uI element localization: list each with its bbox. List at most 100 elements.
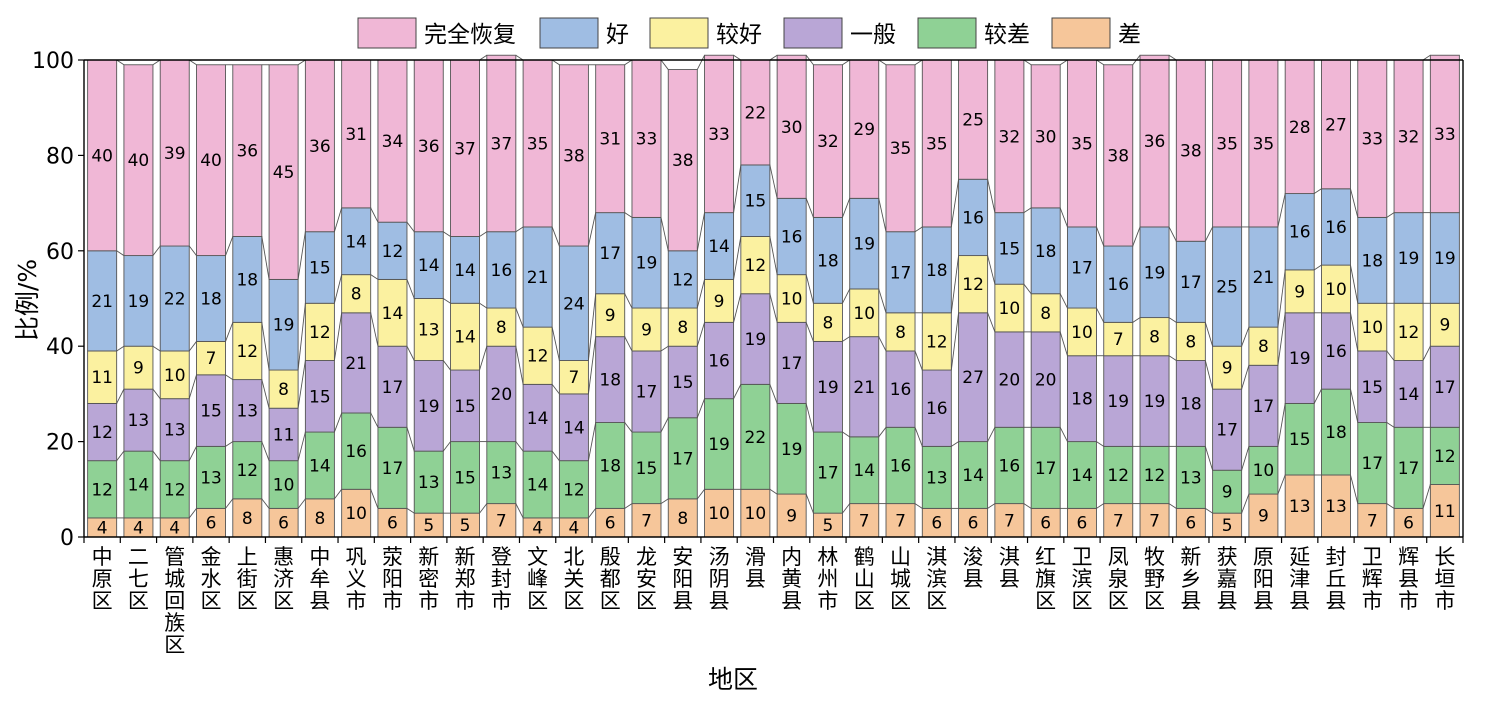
bar-segment bbox=[595, 336, 626, 423]
bar-segment bbox=[1066, 307, 1097, 357]
x-tick-label: 卫辉市 bbox=[1362, 545, 1383, 613]
bar-segment bbox=[304, 231, 335, 304]
connector-line bbox=[1059, 331, 1068, 356]
bar-segment bbox=[631, 307, 662, 352]
data-label: 25 bbox=[1216, 278, 1238, 298]
legend: 完全恢复 好 较好 一般 较差 差 bbox=[357, 17, 1141, 49]
bar-segment bbox=[1284, 269, 1315, 314]
data-label: 36 bbox=[309, 137, 331, 157]
bar-segment bbox=[377, 426, 408, 509]
bar-segment bbox=[1393, 212, 1424, 304]
x-tick-label: 荥阳市 bbox=[382, 545, 403, 613]
data-label: 15 bbox=[745, 192, 767, 212]
bar-segment bbox=[1248, 493, 1279, 538]
bar-segment bbox=[377, 345, 408, 428]
bar-segment bbox=[812, 64, 843, 218]
connector-line bbox=[479, 302, 488, 309]
bar-segment bbox=[522, 326, 553, 385]
data-label: 12 bbox=[1398, 323, 1420, 343]
bar-segment bbox=[1175, 360, 1206, 447]
data-label: 12 bbox=[382, 242, 404, 262]
data-label: 17 bbox=[636, 383, 658, 403]
legend-label: 一般 bbox=[850, 22, 896, 48]
bar-segment bbox=[450, 441, 480, 514]
connector-line bbox=[1059, 207, 1068, 228]
connector-line bbox=[442, 360, 451, 371]
bar-segment bbox=[1103, 245, 1134, 323]
connector-line bbox=[1277, 269, 1286, 328]
bar-segment bbox=[776, 54, 807, 199]
bar-segment bbox=[812, 431, 843, 514]
data-label: 12 bbox=[1107, 466, 1129, 486]
connector-line bbox=[805, 322, 814, 342]
bar-segment bbox=[304, 498, 335, 538]
bar-segment bbox=[921, 226, 952, 314]
data-label: 14 bbox=[382, 304, 404, 324]
x-tick-label: 金水区 bbox=[201, 545, 222, 613]
connector-line bbox=[1096, 441, 1104, 447]
data-label: 12 bbox=[236, 461, 258, 481]
bar-segment bbox=[1175, 321, 1206, 361]
data-label: 40 bbox=[128, 151, 150, 171]
bar-segment bbox=[631, 216, 662, 309]
bar-segment bbox=[450, 59, 480, 237]
connector-line bbox=[1168, 317, 1177, 323]
connector-line bbox=[443, 298, 451, 304]
connector-line bbox=[1277, 312, 1286, 366]
bar-segment bbox=[849, 288, 880, 338]
connector-line bbox=[624, 503, 633, 509]
legend-swatch bbox=[1051, 17, 1111, 49]
x-category-labels: 中原区二七区管城回族区金水区上街区惠济区中牟县巩义市荥阳市新密市新郑市登封市文峰… bbox=[92, 545, 1456, 657]
data-label: 36 bbox=[418, 137, 440, 157]
data-label: 19 bbox=[708, 435, 730, 455]
bar-segment bbox=[1066, 507, 1097, 538]
connector-line bbox=[987, 503, 996, 509]
data-label: 21 bbox=[91, 292, 113, 312]
bar-segment bbox=[776, 321, 807, 404]
legend-swatch bbox=[917, 17, 977, 49]
data-label: 7 bbox=[568, 368, 579, 388]
data-label: 7 bbox=[1113, 511, 1124, 531]
bar-segment bbox=[377, 59, 408, 223]
bar-segment bbox=[196, 255, 226, 342]
bar-segment bbox=[740, 236, 771, 295]
data-label: 35 bbox=[926, 134, 948, 154]
data-label: 19 bbox=[781, 440, 803, 460]
data-label: 13 bbox=[128, 411, 150, 431]
data-label: 16 bbox=[890, 380, 912, 400]
data-label: 13 bbox=[418, 321, 440, 341]
bar-segment bbox=[232, 64, 263, 237]
bar-segment bbox=[341, 412, 372, 490]
data-label: 7 bbox=[859, 511, 870, 531]
data-label: 22 bbox=[745, 103, 767, 123]
x-tick-label: 淇滨区 bbox=[926, 545, 947, 613]
connector-line bbox=[1023, 283, 1032, 295]
data-label: 31 bbox=[599, 130, 621, 150]
connector-line bbox=[733, 54, 742, 61]
data-label: 19 bbox=[636, 254, 658, 274]
bar-segment bbox=[1393, 426, 1424, 509]
data-label: 19 bbox=[273, 316, 295, 336]
data-label: 33 bbox=[708, 125, 730, 145]
connector-line bbox=[733, 164, 742, 213]
bar-segment bbox=[776, 274, 807, 323]
data-label: 17 bbox=[1361, 454, 1383, 474]
bar-segment bbox=[1030, 331, 1061, 428]
bar-segment bbox=[1357, 350, 1388, 423]
connector-line bbox=[406, 427, 415, 452]
connector-line bbox=[914, 427, 923, 447]
data-label: 9 bbox=[714, 292, 725, 312]
connector-line bbox=[261, 379, 270, 409]
connector-line bbox=[225, 374, 234, 380]
data-label: 18 bbox=[817, 251, 839, 271]
bar-segment bbox=[123, 64, 154, 257]
data-label: 14 bbox=[853, 461, 875, 481]
data-label: 16 bbox=[1107, 275, 1129, 295]
data-label: 11 bbox=[273, 425, 295, 445]
bar-segment bbox=[994, 503, 1025, 538]
connector-line bbox=[805, 198, 814, 218]
data-label: 17 bbox=[382, 378, 404, 398]
connector-line bbox=[769, 384, 778, 404]
connector-line bbox=[1350, 188, 1359, 218]
connector-line bbox=[1168, 355, 1177, 361]
